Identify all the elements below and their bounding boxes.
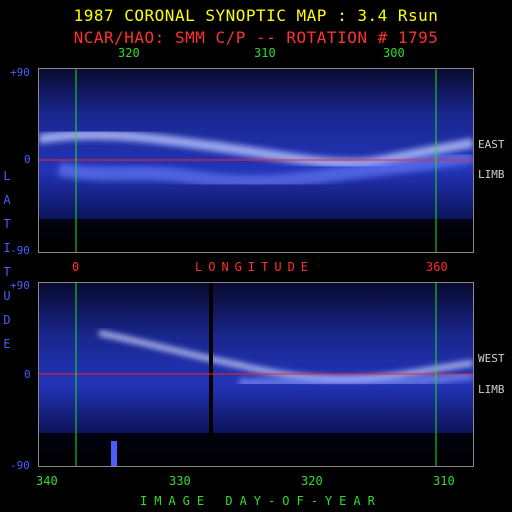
lat-letter: T [3,265,11,279]
lat-letter: D [3,313,11,327]
longitude-label: LONGITUDE [195,260,315,274]
doy-label: IMAGE DAY-OF-YEAR [140,494,382,508]
east-limb-label: LIMB [478,168,505,181]
lat-letter: T [3,217,11,231]
lat-letter: L [3,169,11,183]
upper-map-image [39,69,473,252]
top-tick-320: 320 [118,46,140,60]
longitude-tick-360: 360 [426,260,448,274]
west-label: WEST [478,352,505,365]
lower-lat-plus90: +90 [10,279,30,292]
latitude-label: L A T I T U D E [1,164,13,356]
top-tick-310: 310 [254,46,276,60]
bottom-tick-320: 320 [301,474,323,488]
data-gap-bar [209,283,213,439]
upper-lat-0: 0 [24,153,31,166]
lat-letter: U [3,289,11,303]
lower-map-panel [38,282,474,467]
lower-lat-minus90: -90 [10,459,30,472]
data-marker-bar [111,441,117,466]
upper-lat-plus90: +90 [10,66,30,79]
lat-letter: E [3,337,11,351]
lower-lat-0: 0 [24,368,31,381]
lat-letter: A [3,193,11,207]
longitude-tick-0: 0 [72,260,80,274]
lower-map-image [39,283,473,466]
top-tick-300: 300 [383,46,405,60]
upper-lat-minus90: -90 [10,244,30,257]
east-label: EAST [478,138,505,151]
bottom-tick-310: 310 [433,474,455,488]
lat-letter: I [3,241,11,255]
bottom-tick-340: 340 [36,474,58,488]
map-title: 1987 CORONAL SYNOPTIC MAP : 3.4 Rsun [73,6,439,25]
upper-map-panel [38,68,474,253]
west-limb-label: LIMB [478,383,505,396]
map-subtitle: NCAR/HAO: SMM C/P -- ROTATION # 1795 [73,28,439,47]
bottom-tick-330: 330 [169,474,191,488]
